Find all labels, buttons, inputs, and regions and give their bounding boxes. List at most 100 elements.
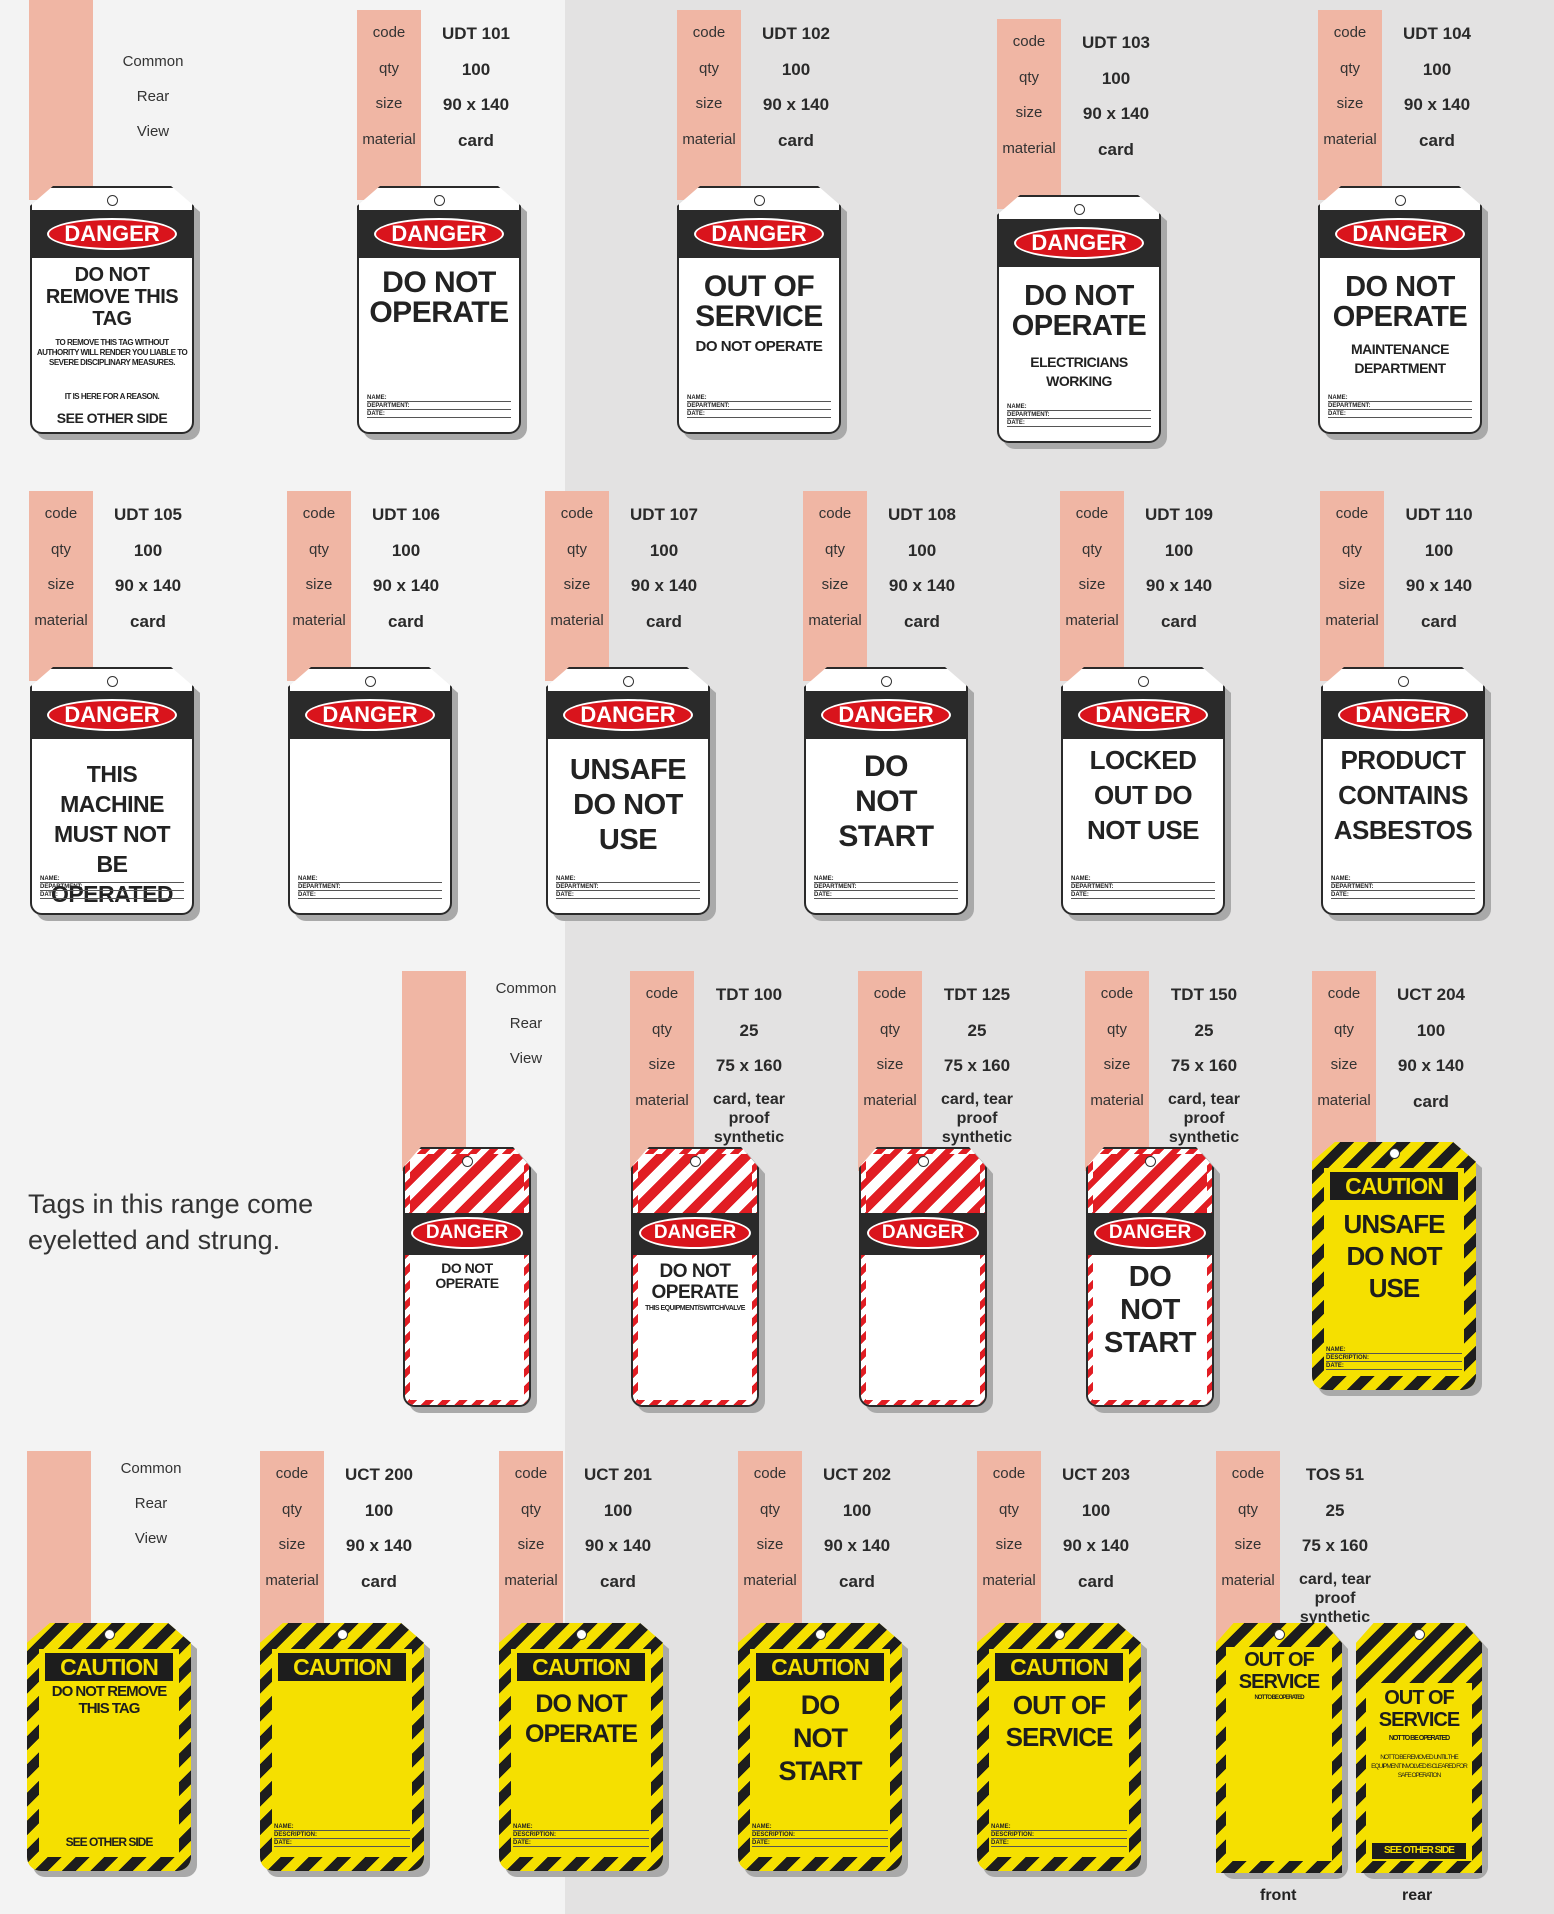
product-size: 90 x 140 xyxy=(1397,1056,1465,1075)
product-size: 75 x 160 xyxy=(943,1056,1011,1075)
product-qty: 100 xyxy=(781,59,811,79)
rear-note-line: Rear xyxy=(509,1015,543,1032)
product-code: TOS 51 xyxy=(1305,1465,1365,1484)
tag-heading: UNSAFE DO NOT USE xyxy=(569,754,687,856)
tag-uct202[interactable]: CAUTION DO NOT START NAME: DESCRIPTION: DA… xyxy=(738,1623,908,1877)
product-material: card xyxy=(1098,139,1134,159)
danger-tag-rear[interactable]: DANGER DO NOT REMOVE THIS TAG TO REMOVE … xyxy=(30,186,200,440)
tag-heading: UNSAFE DO NOT USE xyxy=(1343,1209,1446,1303)
product-size: 90 x 140 xyxy=(114,576,182,595)
product-qty: 100 xyxy=(1424,540,1454,560)
product-size: 90 x 140 xyxy=(372,576,440,595)
product-material: card xyxy=(1161,611,1197,631)
product-code: UCT 204 xyxy=(1396,985,1466,1004)
caution-tag-rear[interactable]: CAUTION DO NOT REMOVE THIS TAG SEE OTHER… xyxy=(27,1623,197,1877)
product-material: card xyxy=(1078,1571,1114,1591)
product-udt103: code UDT 103 qty 100 size 90 x 140 material… xyxy=(997,19,1187,459)
product-qty: 100 xyxy=(842,1500,872,1520)
product-size: 90 x 140 xyxy=(823,1536,891,1555)
tag-tos51-front[interactable]: OUT OF SERVICE NOT TO BE OPERATED xyxy=(1216,1623,1348,1879)
tag-tos51-rear[interactable]: OUT OF SERVICE NOT TO BE OPERATED NOT TO… xyxy=(1356,1623,1488,1879)
product-size: 90 x 140 xyxy=(1082,104,1150,123)
product-material: card xyxy=(839,1571,875,1591)
tag-udt106[interactable]: DANGER NAME: DEPARTMENT: DATE: xyxy=(288,667,458,921)
danger-label: DANGER xyxy=(563,699,693,731)
tag-tdt100[interactable]: DANGER DO NOT OPERATE THIS EQUIPMENT/SWI… xyxy=(631,1147,765,1413)
danger-label: DANGER xyxy=(411,1217,523,1249)
product-qty: 25 xyxy=(1194,1020,1214,1040)
product-material: card xyxy=(1419,130,1455,150)
common-rear-view-2: Common Rear View DANGER DO NOT OPERATE xyxy=(402,971,592,1413)
danger-label: DANGER xyxy=(1338,699,1468,731)
see-other-side-text: SEE OTHER SIDE xyxy=(1372,1843,1466,1859)
product-uct202: code UCT 202 qty 100 size 90 x 140 material… xyxy=(738,1451,928,1891)
product-code: UDT 102 xyxy=(761,24,831,43)
product-qty: 25 xyxy=(739,1020,759,1040)
danger-label: DANGER xyxy=(821,699,951,731)
product-code: UDT 106 xyxy=(371,505,441,524)
product-qty: 100 xyxy=(1164,540,1194,560)
product-udt108: code UDT 108 qty 100 size 90 x 140 material… xyxy=(803,491,993,931)
product-qty: 100 xyxy=(133,540,163,560)
product-material: card xyxy=(904,611,940,631)
rear-view-note: Common Rear View xyxy=(93,44,213,149)
product-udt101: code UDT 101 qty 100 size 90 x 140 material… xyxy=(357,10,547,450)
tag-udt101[interactable]: DANGER DO NOT OPERATE NAME: DEPARTMENT: DA… xyxy=(357,186,527,440)
product-udt104: code UDT 104 qty 100 size 90 x 140 material… xyxy=(1318,10,1508,450)
tag-udt110[interactable]: DANGER PRODUCT CONTAINS ASBESTOS NAME: DE… xyxy=(1321,667,1491,921)
rear-note-line: View xyxy=(136,123,170,140)
tag-uct200[interactable]: CAUTION NAME: DESCRIPTION: DATE: xyxy=(260,1623,430,1877)
product-material: card xyxy=(1421,611,1457,631)
caution-label: CAUTION xyxy=(995,1653,1123,1681)
product-uct201: code UCT 201 qty 100 size 90 x 140 material… xyxy=(499,1451,689,1891)
product-size: 75 x 160 xyxy=(1170,1056,1238,1075)
product-qty: 100 xyxy=(907,540,937,560)
product-code: UCT 202 xyxy=(822,1465,892,1484)
tag-udt108[interactable]: DANGER DO NOT START NAME: DEPARTMENT: DATE… xyxy=(804,667,974,921)
product-material: card, tear proof synthetic xyxy=(1298,1570,1372,1626)
tag-udt105[interactable]: DANGER THIS MACHINE MUST NOT BE OPERATED… xyxy=(30,667,200,921)
rear-note-line: Common xyxy=(120,1460,182,1477)
tag-reason-text: IT IS HERE FOR A REASON. xyxy=(64,392,160,401)
product-code: UDT 108 xyxy=(887,505,957,524)
tag-heading: DO NOT OPERATE xyxy=(1332,271,1468,333)
tag-udt109[interactable]: DANGER LOCKED OUT DO NOT USE NAME: DEPART… xyxy=(1061,667,1231,921)
product-code: UCT 203 xyxy=(1061,1465,1131,1484)
product-qty: 100 xyxy=(461,59,491,79)
see-other-side-text: SEE OTHER SIDE xyxy=(56,410,168,426)
product-material: card xyxy=(361,1571,397,1591)
tag-udt104[interactable]: DANGER DO NOT OPERATE MAINTENANCE DEPART… xyxy=(1318,186,1488,440)
tag-uct204[interactable]: CAUTION UNSAFE DO NOT USE NAME: DESCRIPTI… xyxy=(1312,1142,1482,1396)
tag-uct201[interactable]: CAUTION DO NOT OPERATE NAME: DESCRIPTION:… xyxy=(499,1623,669,1877)
danger-label: DANGER xyxy=(694,218,824,250)
danger-label: DANGER xyxy=(305,699,435,731)
product-code: TDT 100 xyxy=(715,985,783,1004)
product-code: UCT 200 xyxy=(344,1465,414,1484)
tag-udt102[interactable]: DANGER OUT OF SERVICE DO NOT OPERATE NAM… xyxy=(677,186,847,440)
tag-uct203[interactable]: CAUTION OUT OF SERVICE NAME: DESCRIPTION:… xyxy=(977,1623,1147,1877)
product-udt107: code UDT 107 qty 100 size 90 x 140 material… xyxy=(545,491,735,931)
product-udt102: code UDT 102 qty 100 size 90 x 140 material… xyxy=(677,10,867,450)
rear-note-line: Common xyxy=(122,53,184,70)
tag-subheading: MAINTENANCE DEPARTMENT xyxy=(1351,341,1449,376)
tag-tdt150[interactable]: DANGER DO NOT START xyxy=(1086,1147,1220,1413)
rear-note-line: View xyxy=(134,1530,168,1547)
tag-udt107[interactable]: DANGER UNSAFE DO NOT USE NAME: DEPARTMENT… xyxy=(546,667,716,921)
caution-label: CAUTION xyxy=(278,1653,406,1681)
tag-heading: OUT OF SERVICE xyxy=(1005,1690,1114,1752)
product-qty: 100 xyxy=(649,540,679,560)
tag-tdt125[interactable]: DANGER xyxy=(859,1147,993,1413)
product-size: 90 x 140 xyxy=(1062,1536,1130,1555)
caution-label: CAUTION xyxy=(1330,1172,1458,1200)
eyelet-hole xyxy=(107,195,118,206)
tag-udt103[interactable]: DANGER DO NOT OPERATE ELECTRICIANS WORKI… xyxy=(997,195,1167,449)
product-size: 90 x 140 xyxy=(584,1536,652,1555)
tag-subheading: DO NOT OPERATE xyxy=(695,338,823,355)
tdt-tag-rear[interactable]: DANGER DO NOT OPERATE xyxy=(403,1147,537,1413)
range-caption: Tags in this range come eyeletted and st… xyxy=(28,1189,314,1255)
product-material: card, tear proof synthetic xyxy=(940,1090,1014,1146)
tag-heading: OUT OF SERVICE xyxy=(1378,1687,1460,1731)
danger-label: DANGER xyxy=(1078,699,1208,731)
danger-label: DANGER xyxy=(47,699,177,731)
product-size: 90 x 140 xyxy=(762,95,830,114)
